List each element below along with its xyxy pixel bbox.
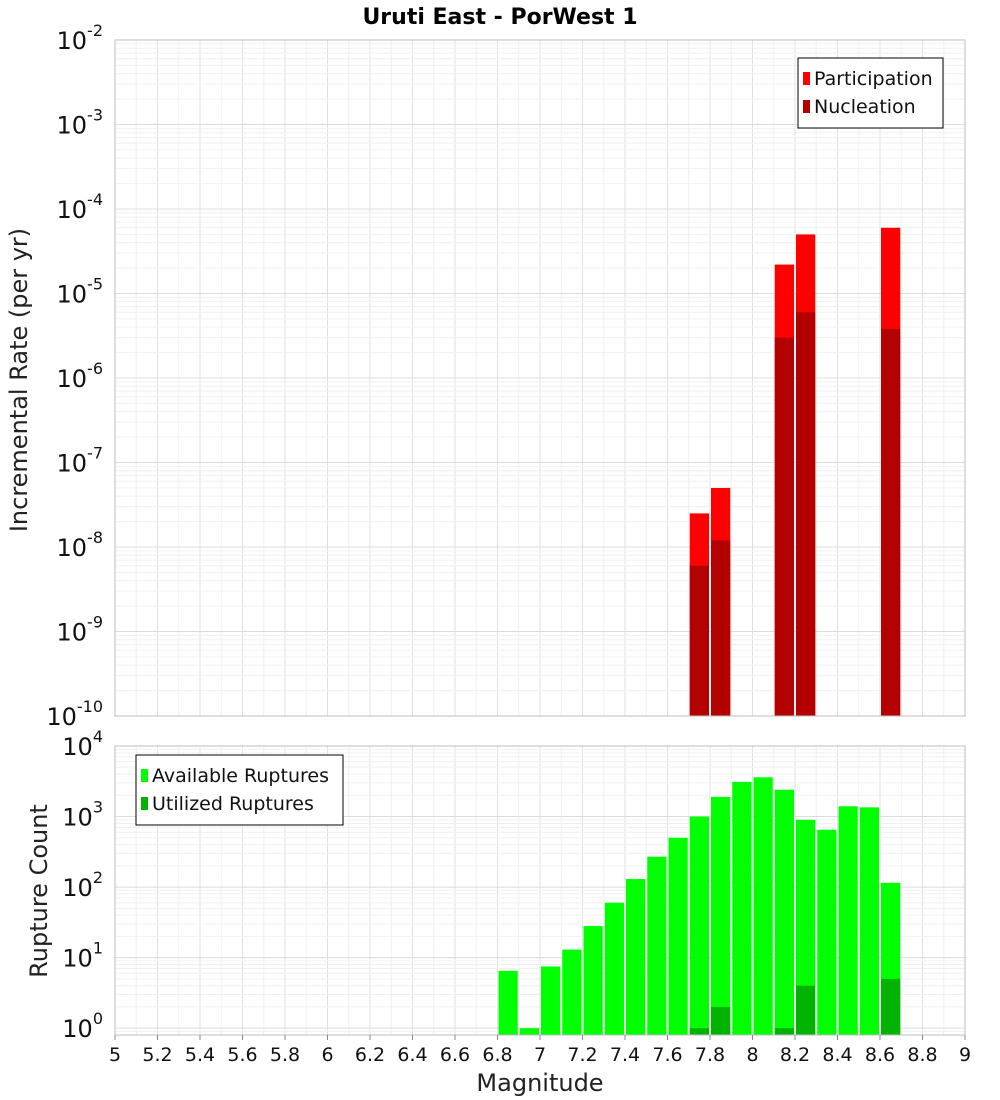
- bar-available-ruptures: [647, 856, 667, 1035]
- bar-utilized-ruptures: [711, 1006, 731, 1035]
- bar-available-ruptures: [732, 781, 752, 1035]
- x-tick-label: 7.2: [567, 1044, 597, 1066]
- bar-nucleation: [881, 329, 901, 716]
- y-tick-label: 10-5: [57, 275, 104, 309]
- y-tick-exponent: -3: [87, 106, 103, 125]
- bar-available-ruptures: [711, 796, 731, 1035]
- x-tick-label: 8.2: [780, 1044, 810, 1066]
- bar-utilized-ruptures: [689, 1028, 709, 1035]
- bar-nucleation: [689, 565, 709, 716]
- x-tick-label: 6: [321, 1044, 333, 1066]
- bar-available-ruptures: [498, 970, 518, 1035]
- y-tick-exponent: -6: [87, 359, 103, 378]
- bar-available-ruptures: [753, 777, 773, 1035]
- count-plot-y-label: Rupture Count: [25, 804, 53, 978]
- y-tick-exponent: 4: [93, 727, 103, 746]
- legend-swatch: [803, 100, 810, 113]
- bar-available-ruptures: [541, 966, 561, 1035]
- legend-box: [135, 754, 344, 826]
- bar-available-ruptures: [838, 806, 858, 1035]
- x-tick-label: 7.6: [652, 1044, 682, 1066]
- bar-available-ruptures: [604, 902, 624, 1035]
- y-tick-label: 10-7: [57, 444, 104, 478]
- rate-plot-legend: Participation Nucleation: [797, 57, 944, 129]
- count-plot-bars: [498, 777, 901, 1035]
- x-tick-label: 9: [959, 1044, 971, 1066]
- x-tick-label: 7.8: [695, 1044, 725, 1066]
- x-tick-label: 5.4: [185, 1044, 215, 1066]
- bar-available-ruptures: [817, 829, 837, 1035]
- x-tick-label: 8.8: [907, 1044, 937, 1066]
- bar-nucleation: [774, 337, 794, 716]
- legend-swatch: [803, 72, 810, 85]
- bar-available-ruptures: [583, 926, 603, 1035]
- y-tick-exponent: -7: [87, 444, 103, 463]
- chart-title: Uruti East - PorWest 1: [362, 5, 637, 30]
- count-plot-grid: [114, 745, 966, 1036]
- x-axis-ticks: 5 5.2 5.4 5.6 5.8 6 6.2 6.4 6.6 6.8 7 7.2 7.4 7.6 7.8 8…: [109, 1035, 971, 1066]
- bar-utilized-ruptures: [881, 978, 901, 1035]
- x-tick-label: 7.4: [610, 1044, 640, 1066]
- legend-label: Utilized Ruptures: [152, 793, 314, 815]
- x-tick-label: 5.8: [270, 1044, 300, 1066]
- bar-available-ruptures: [626, 879, 646, 1035]
- legend-label: Participation: [814, 68, 933, 90]
- legend-swatch: [141, 797, 148, 810]
- y-tick-exponent: 1: [93, 939, 103, 958]
- y-tick-exponent: 0: [93, 1009, 103, 1028]
- bar-nucleation: [711, 540, 731, 716]
- y-tick-exponent: -4: [87, 190, 103, 209]
- y-tick-exponent: -8: [87, 528, 103, 547]
- x-tick-label: 8.6: [865, 1044, 895, 1066]
- rate-plot-grid: [114, 39, 966, 717]
- x-tick-label: 6.4: [397, 1044, 427, 1066]
- x-tick-label: 6.6: [440, 1044, 470, 1066]
- bar-available-ruptures: [668, 837, 688, 1035]
- y-tick-exponent: 3: [93, 798, 103, 817]
- y-tick-exponent: -10: [77, 697, 103, 716]
- rate-plot-frame: [114, 39, 966, 717]
- x-axis-label: Magnitude: [476, 1069, 603, 1097]
- legend-box: [797, 57, 944, 129]
- y-tick-exponent: -5: [87, 275, 103, 294]
- bar-nucleation: [796, 312, 816, 716]
- legend-label: Available Ruptures: [152, 765, 329, 787]
- bar-available-ruptures: [796, 819, 816, 1035]
- legend-swatch: [141, 769, 148, 782]
- y-tick-exponent: -9: [87, 613, 103, 632]
- x-tick-label: 6.8: [482, 1044, 512, 1066]
- bar-available-ruptures: [774, 789, 794, 1035]
- x-tick-label: 5: [109, 1044, 121, 1066]
- x-tick-label: 5.2: [142, 1044, 172, 1066]
- legend-label: Nucleation: [814, 96, 916, 118]
- bar-available-ruptures: [859, 807, 879, 1035]
- y-tick-exponent: 2: [93, 868, 103, 887]
- x-tick-label: 5.6: [227, 1044, 257, 1066]
- bar-utilized-ruptures: [796, 985, 816, 1035]
- bar-available-ruptures: [519, 1028, 539, 1035]
- x-tick-label: 8: [746, 1044, 758, 1066]
- x-tick-label: 6.2: [355, 1044, 385, 1066]
- bar-available-ruptures: [562, 949, 582, 1035]
- x-tick-label: 8.4: [822, 1044, 852, 1066]
- x-tick-label: 7: [534, 1044, 546, 1066]
- count-plot-legend: Available Ruptures Utilized Ruptures: [135, 754, 344, 826]
- bar-utilized-ruptures: [774, 1028, 794, 1035]
- rate-plot-bars: [689, 227, 901, 717]
- rate-plot-y-label: Incremental Rate (per yr): [5, 228, 33, 532]
- bar-available-ruptures: [689, 816, 709, 1035]
- y-tick-exponent: -2: [87, 21, 103, 40]
